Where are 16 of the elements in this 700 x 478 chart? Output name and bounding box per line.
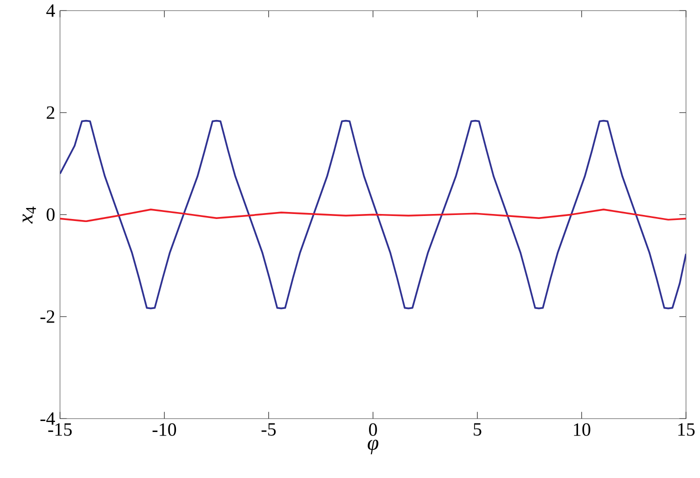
y-tick-label: 0 — [46, 208, 55, 222]
x-tick-label: -10 — [152, 423, 176, 436]
x-tick-label: -5 — [262, 423, 276, 436]
x-tick-label: 10 — [574, 423, 590, 436]
y-axis-title: x$_{4}$ — [22, 206, 36, 224]
x-tick-label: 5 — [474, 423, 482, 436]
y-tick-label: 4 — [46, 4, 56, 17]
line-series — [60, 208, 686, 222]
y-tick-label: 2 — [46, 106, 54, 119]
x-axis-title: φ — [368, 440, 378, 455]
x-tick-label: 15 — [678, 423, 695, 436]
y-tick-label: -2 — [40, 310, 54, 323]
x-tick-label: -15 — [48, 423, 72, 436]
line-series — [60, 120, 686, 310]
x-tick-label: 0 — [369, 423, 377, 436]
y-tick-label: -4 — [40, 412, 56, 425]
